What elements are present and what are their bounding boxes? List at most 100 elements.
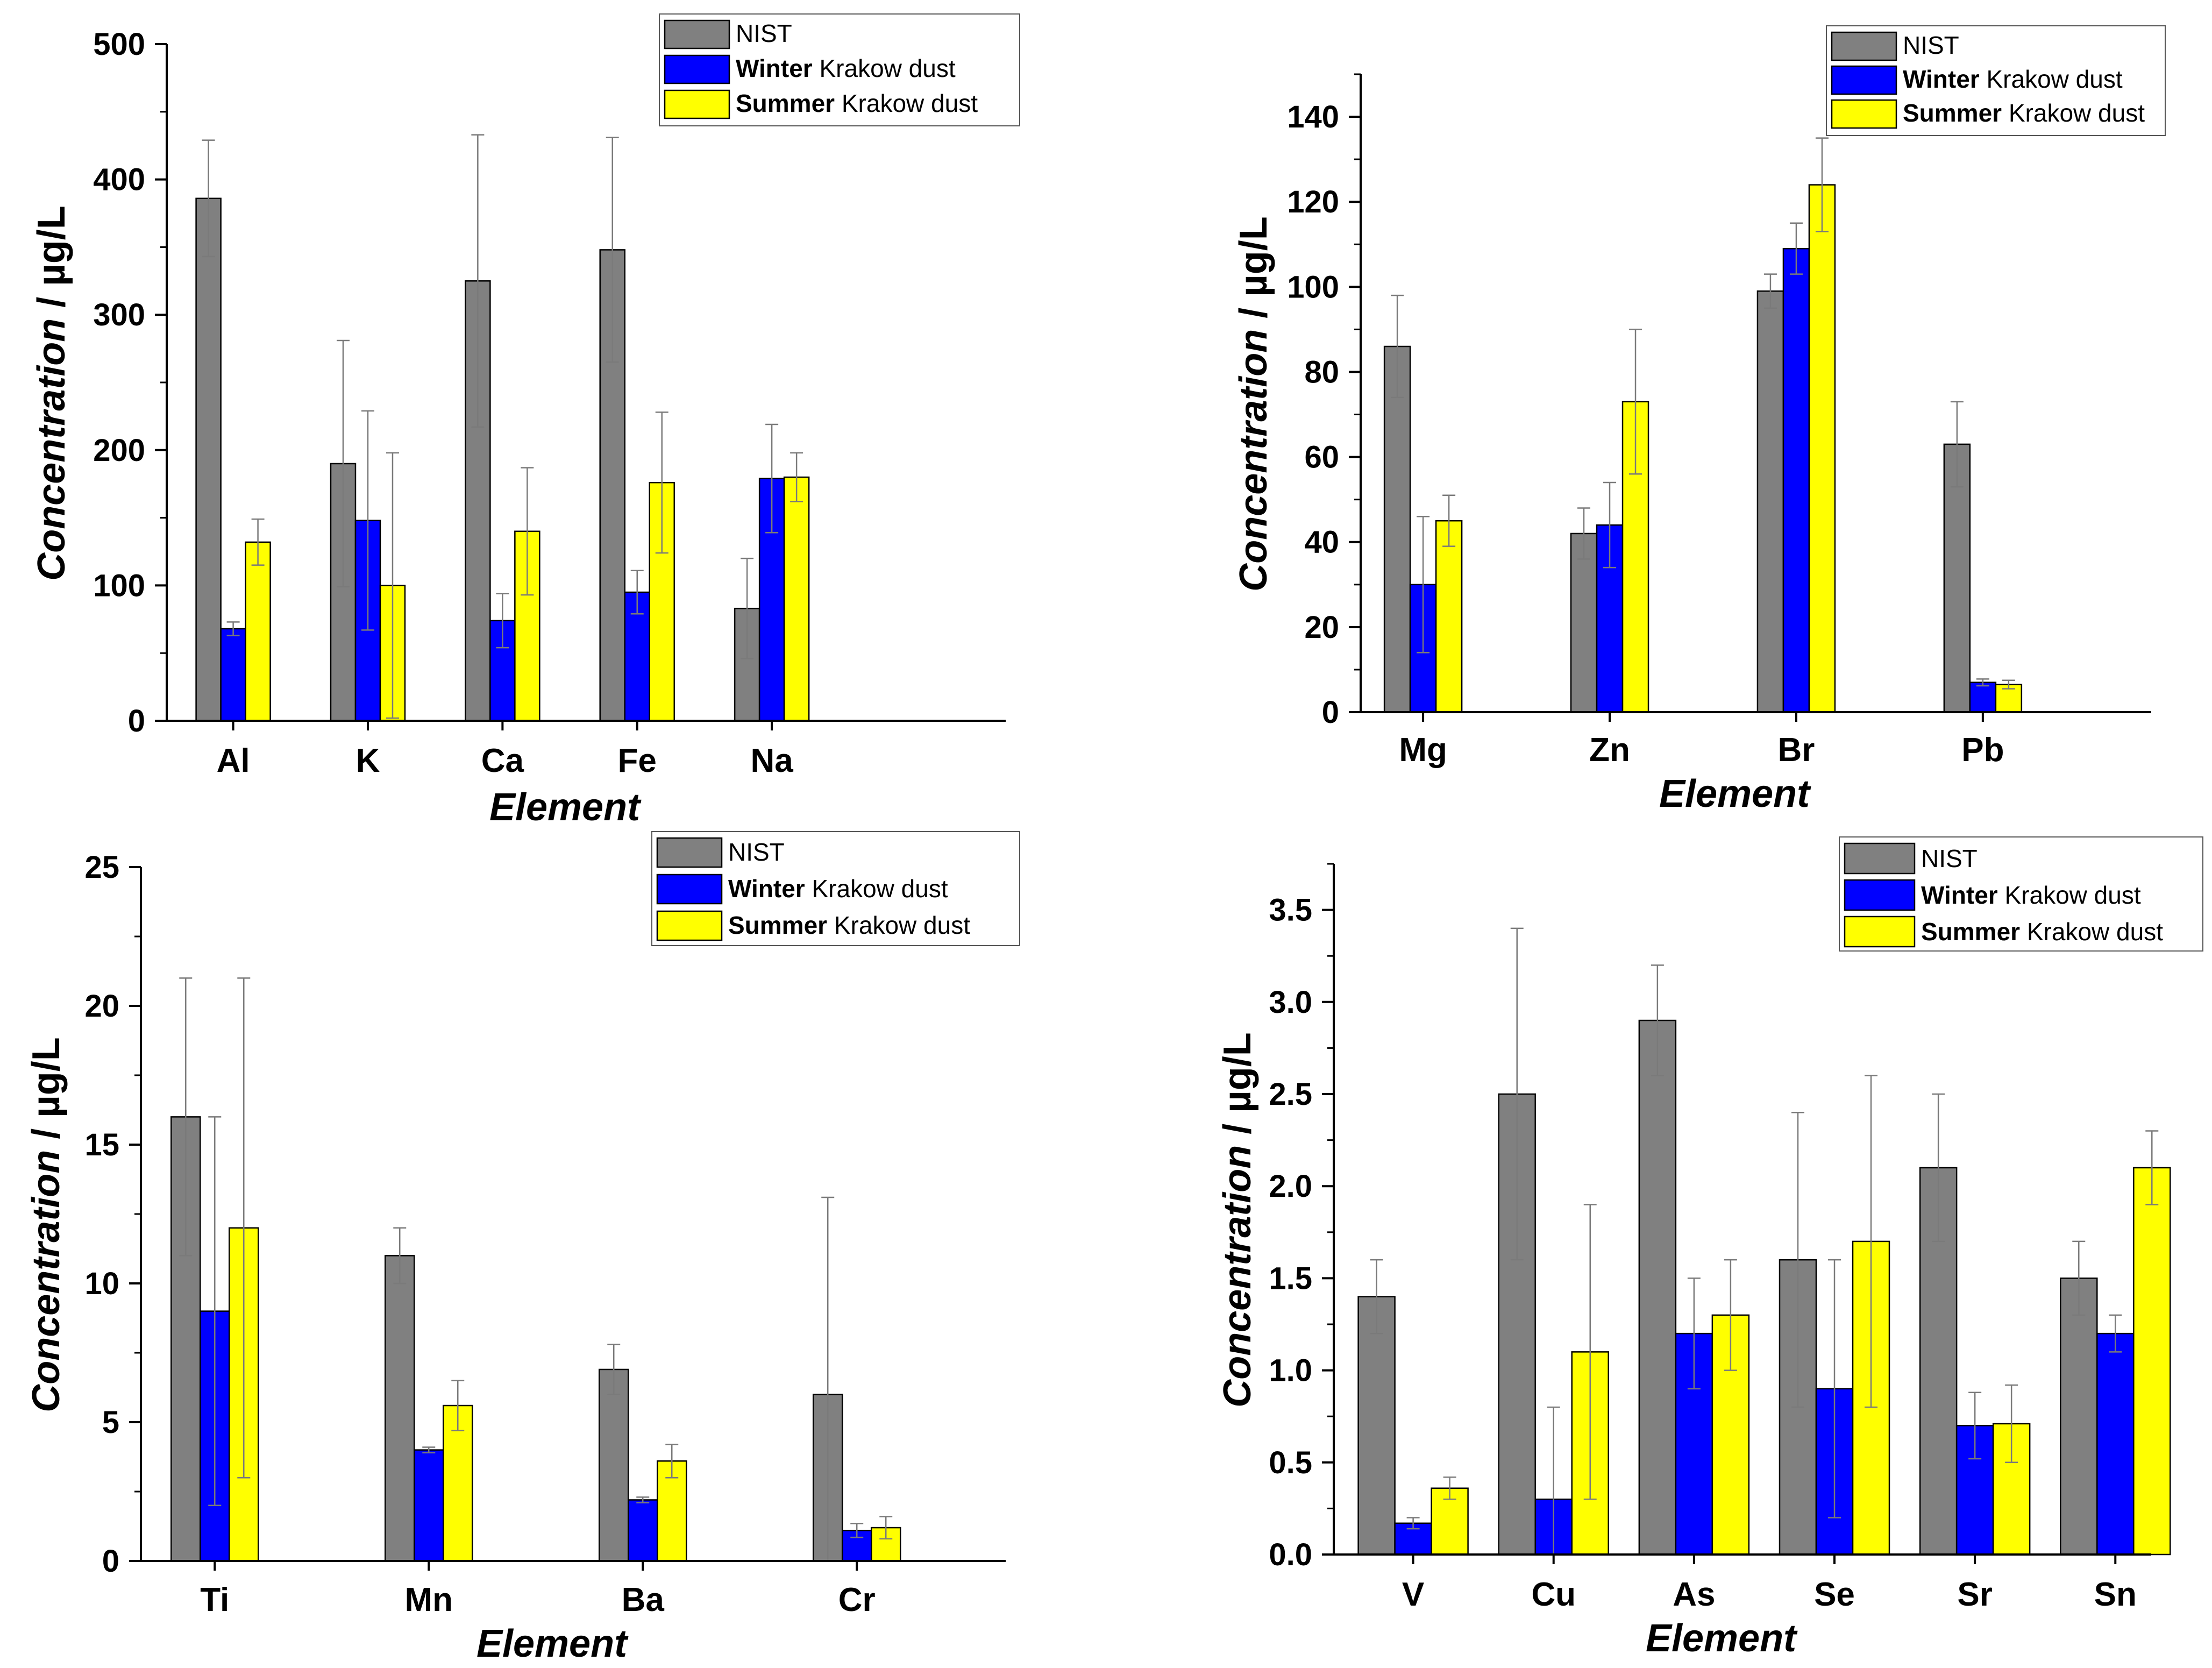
- y-axis-title-italic: Concentration: [30, 318, 73, 581]
- x-tick-label-v: V: [1402, 1576, 1424, 1613]
- bar-nist-v: [1357, 1296, 1396, 1556]
- chart-panel-2: Mg Zn Br Pb 0 20 40 60 80 100 120 140 Element Concent…: [1232, 25, 2166, 815]
- bar-winter-mn: [414, 1449, 444, 1562]
- bar-winter-al: [220, 628, 246, 722]
- x-tick-label-ca: Ca: [481, 742, 524, 779]
- y-tick-label: 300: [93, 297, 145, 332]
- y-tick-label: 40: [1304, 525, 1339, 560]
- legend-label-bold: Winter: [1903, 65, 1980, 93]
- legend-label-text: Krakow dust: [805, 875, 948, 903]
- bar-winter-ba: [627, 1499, 658, 1562]
- legend-label-summer: Summer Krakow dust: [1903, 99, 2145, 127]
- legend-swatch-nist: [1831, 31, 1897, 61]
- bar-nist-as: [1638, 1019, 1677, 1556]
- bar-summer-mn: [443, 1404, 473, 1562]
- y-tick-label: 3.5: [1269, 893, 1312, 928]
- legend-label-bold: Winter: [728, 875, 805, 903]
- bar-summer-mg: [1435, 520, 1463, 713]
- x-tick-label-ti: Ti: [200, 1581, 229, 1619]
- legend-label-bold: Summer: [1903, 99, 2002, 127]
- bar-nist-br: [1756, 290, 1784, 713]
- y-tick-label: 0: [102, 1544, 119, 1579]
- legend-swatch-nist: [1844, 842, 1916, 875]
- y-tick-label: 1.0: [1269, 1353, 1312, 1388]
- x-tick-label-sn: Sn: [2094, 1576, 2137, 1613]
- x-tick-label-sr: Sr: [1957, 1576, 1992, 1613]
- y-tick-label: 15: [84, 1127, 119, 1162]
- x-axis-title: Element: [1659, 772, 1811, 815]
- legend-swatch-nist: [664, 19, 730, 49]
- legend-swatch-winter: [664, 54, 730, 84]
- chart-panel-4: V Cu As Se Sr Sn 0.0 0.5 1.0 1.5 2.0 2.5 3.0 3.5 Eleme…: [1216, 836, 2203, 1660]
- bar-winter-as: [1675, 1332, 1713, 1556]
- x-tick-label-se: Se: [1814, 1576, 1855, 1613]
- legend-label-text: Krakow dust: [2020, 918, 2163, 946]
- y-tick-label: 5: [102, 1405, 119, 1440]
- legend-label-winter: Winter Krakow dust: [736, 54, 956, 82]
- bar-winter-sn: [2096, 1332, 2135, 1556]
- bar-summer-na: [783, 476, 810, 722]
- y-tick-label: 100: [93, 568, 145, 603]
- y-tick-label: 120: [1287, 184, 1339, 219]
- legend-label-text: Krakow dust: [827, 911, 970, 939]
- legend-label-text: NIST: [728, 838, 785, 866]
- x-tick-label-al: Al: [217, 742, 250, 779]
- y-tick-label: 400: [93, 162, 145, 197]
- bar-nist-ca: [465, 280, 491, 722]
- x-tick-label-fe: Fe: [618, 742, 657, 779]
- y-tick-label: 3.0: [1269, 985, 1312, 1020]
- legend-label-text: NIST: [1921, 844, 1978, 872]
- x-tick-label-ba: Ba: [622, 1581, 665, 1619]
- x-tick-label-k: K: [356, 742, 380, 779]
- y-axis-title: Concentration / µg/L: [30, 205, 73, 580]
- legend-swatch-nist: [656, 837, 723, 868]
- y-axis-title-units: / µg/L: [1232, 216, 1275, 329]
- legend-label-bold: Winter: [1921, 881, 1998, 909]
- legend-label-nist: NIST: [1903, 31, 1959, 59]
- y-axis-title: Concentration / µg/L: [25, 1037, 68, 1412]
- x-tick-label-cu: Cu: [1531, 1576, 1576, 1613]
- bar-nist-ba: [598, 1368, 629, 1562]
- y-tick-label: 20: [1304, 610, 1339, 645]
- legend-label-summer: Summer Krakow dust: [736, 89, 978, 117]
- legend-swatch-summer: [1831, 99, 1897, 129]
- y-tick-label: 10: [84, 1266, 119, 1301]
- legend-label-bold: Summer: [728, 911, 827, 939]
- legend-swatch-winter: [1831, 65, 1897, 95]
- y-axis-title-italic: Concentration: [1232, 329, 1275, 592]
- legend-label-bold: Winter: [736, 54, 813, 82]
- y-tick-label: 2.5: [1269, 1077, 1312, 1112]
- bar-summer-sn: [2133, 1167, 2171, 1556]
- legend-label-bold: Summer: [1921, 918, 2020, 946]
- x-tick-label-mg: Mg: [1399, 732, 1447, 769]
- bar-nist-al: [195, 197, 222, 722]
- y-tick-label: 0: [1322, 695, 1339, 730]
- bar-summer-al: [245, 541, 271, 722]
- legend-label-text: Krakow dust: [835, 89, 978, 117]
- x-tick-label-cr: Cr: [838, 1581, 876, 1619]
- legend-label-bold: Summer: [736, 89, 835, 117]
- y-tick-label: 140: [1287, 100, 1339, 134]
- y-tick-label: 2.0: [1269, 1169, 1312, 1204]
- y-axis-title-italic: Concentration: [1216, 1145, 1259, 1408]
- chart-panel-1: Al K Ca Fe Na 0 100 200 300 400 500 Element Concentr…: [30, 13, 1020, 829]
- x-tick-label-as: As: [1673, 1576, 1715, 1613]
- y-axis-title: Concentration / µg/L: [1232, 216, 1275, 591]
- legend-label-winter: Winter Krakow dust: [1921, 881, 2141, 909]
- y-axis-title-units: / µg/L: [1216, 1032, 1259, 1145]
- chart-panel-3: Ti Mn Ba Cr 0 5 10 15 20 25 Element Concentration /…: [25, 831, 1020, 1665]
- bar-nist-pb: [1943, 443, 1971, 713]
- y-axis-title: Concentration / µg/L: [1216, 1032, 1259, 1407]
- y-tick-label: 60: [1304, 440, 1339, 475]
- legend-label-text: NIST: [1903, 31, 1959, 59]
- x-tick-label-na: Na: [750, 742, 793, 779]
- legend-label-summer: Summer Krakow dust: [1921, 918, 2163, 946]
- legend-label-text: Krakow dust: [2002, 99, 2145, 127]
- y-tick-label: 500: [93, 27, 145, 62]
- legend-label-text: Krakow dust: [1998, 881, 2141, 909]
- y-axis-title-units: / µg/L: [30, 205, 73, 318]
